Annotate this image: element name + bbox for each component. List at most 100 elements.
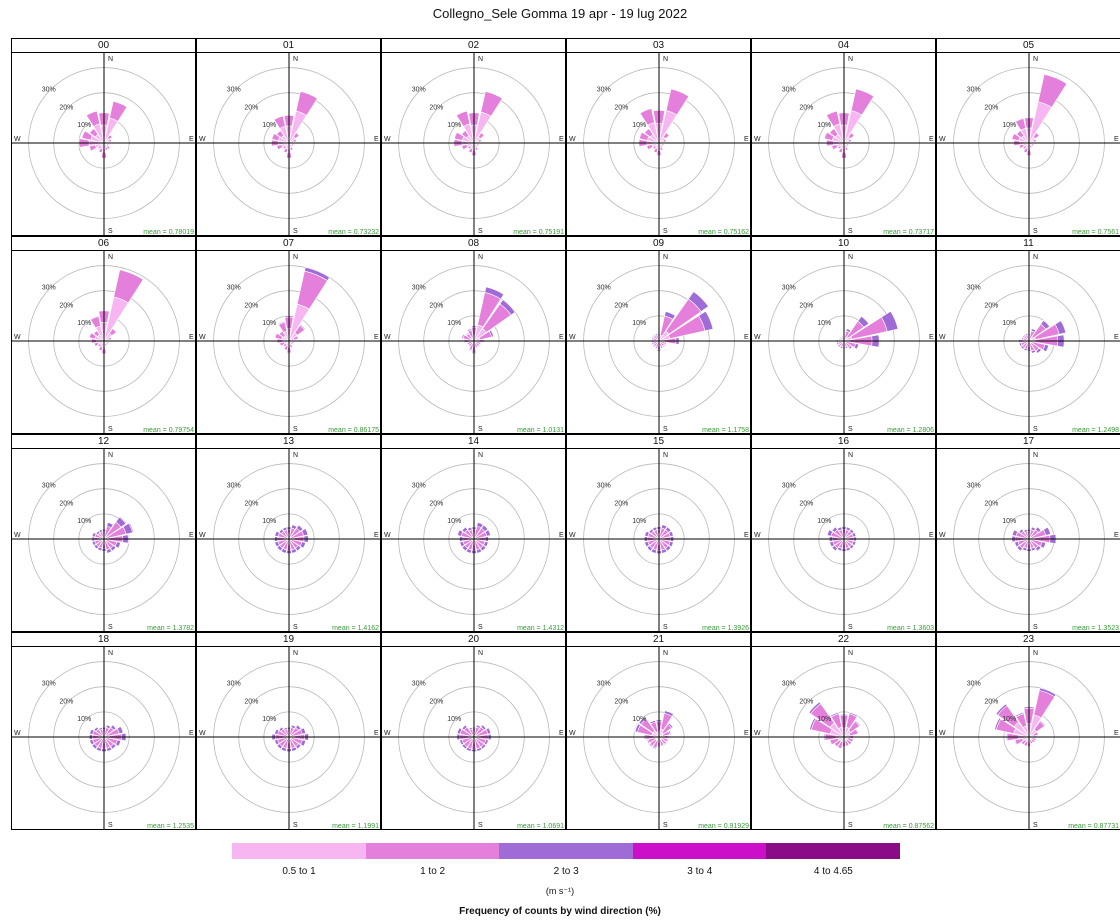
compass-label: S [1033, 426, 1038, 433]
rose-petal-segment [847, 132, 855, 140]
rose-petal-segment [281, 526, 287, 530]
rose-petal-segment [468, 726, 473, 730]
rose-petal-segment [654, 345, 658, 349]
legend-label: 0.5 to 1 [282, 866, 316, 877]
ring-label: 30% [412, 681, 426, 688]
rose-petal-segment [634, 723, 639, 733]
rose-petal-segment [297, 724, 302, 729]
rose-petal-segment [646, 144, 654, 151]
ring-label: 10% [817, 122, 831, 129]
compass-label: W [384, 532, 391, 539]
rose-petal-segment [1047, 526, 1052, 535]
rose-petal-segment [273, 739, 277, 746]
rose-petal-segment [654, 333, 658, 337]
ring-label: 20% [799, 302, 813, 309]
compass-label: N [478, 452, 483, 459]
ring-label: 20% [244, 104, 258, 111]
rose-petal-segment [499, 299, 516, 316]
rose-petal-segment [476, 724, 482, 728]
rose-petal-segment [120, 725, 124, 734]
rose-petal-segment [698, 310, 714, 332]
rose-petal-segment [477, 138, 482, 143]
rose-petal-segment [853, 541, 857, 547]
ring-label: 30% [42, 483, 56, 490]
rose-petal-segment [477, 521, 484, 526]
panel-hour-label: 10 [752, 237, 935, 251]
rose-petal-segment [298, 524, 304, 530]
compass-label: W [754, 136, 761, 143]
rose-petal-segment [468, 147, 474, 154]
ring-label: 30% [597, 681, 611, 688]
panel-hour-label: 01 [197, 39, 380, 53]
rose-petal-segment [465, 550, 472, 555]
rose-petal-segment [637, 715, 646, 724]
panel-hour-label: 02 [382, 39, 565, 53]
rose-petal-segment [836, 548, 842, 552]
ring-label: 10% [1002, 518, 1016, 525]
panel-hour-label: 20 [382, 633, 565, 647]
rose-petal-segment [1032, 740, 1036, 744]
rose-petal-segment [664, 742, 668, 746]
rose-petal-segment [304, 267, 330, 281]
rose-petal-segment [667, 526, 672, 531]
compass-label: E [744, 334, 749, 341]
compass-label: N [478, 650, 483, 657]
rose-petal-segment [847, 138, 852, 143]
rose-petal-segment [1013, 739, 1018, 746]
ring-label: 10% [262, 122, 276, 129]
mean-label: mean = 0.75191 [513, 229, 564, 236]
rose-petal-segment [659, 146, 664, 151]
ring-label: 30% [967, 285, 981, 292]
compass-label: N [478, 254, 483, 261]
rose-petal-segment [839, 345, 844, 349]
legend-swatch [365, 843, 500, 859]
rose-petal-segment [667, 547, 672, 552]
chart-title: Collegno_Sele Gomma 19 apr - 19 lug 2022 [432, 6, 688, 21]
compass-label: N [848, 254, 853, 261]
rose-petal-segment [280, 749, 287, 753]
ring-label: 30% [412, 87, 426, 94]
ring-label: 20% [429, 698, 443, 705]
rose-petal-segment [91, 745, 96, 750]
rose-petal-segment [271, 133, 281, 141]
ring-label: 20% [429, 104, 443, 111]
panel-hour-label: 22 [752, 633, 935, 647]
legend-units: (m s⁻¹) [545, 886, 575, 896]
compass-label: N [293, 254, 298, 261]
rose-petal-segment [850, 528, 855, 533]
rose-petal-segment [98, 147, 104, 154]
ring-label: 10% [77, 518, 91, 525]
ring-label: 30% [412, 483, 426, 490]
ring-label: 30% [597, 483, 611, 490]
rose-petal-segment [303, 727, 307, 734]
compass-label: S [478, 426, 483, 433]
rose-petal-segment [664, 311, 676, 320]
rose-petal-segment [1020, 345, 1025, 350]
panel-hour-label: 14 [382, 435, 565, 449]
rose-petal-segment [1022, 145, 1027, 150]
compass-label: W [939, 730, 946, 737]
rose-petal-segment [466, 526, 472, 530]
rose-petal-segment [1020, 742, 1024, 746]
ring-label: 30% [782, 483, 796, 490]
compass-label: E [744, 136, 749, 143]
rose-petal-segment [484, 286, 505, 300]
compass-label: E [929, 532, 934, 539]
panel-hour-label: 03 [567, 39, 750, 53]
mean-label: mean = 1.3523 [1072, 625, 1119, 632]
rose-petal-segment [1036, 731, 1040, 736]
rose-petal-segment [1037, 547, 1042, 552]
rose-petal-segment [857, 315, 870, 328]
mean-label: mean = 0.86175 [328, 427, 379, 434]
ring-label: 20% [614, 302, 628, 309]
rose-petal-segment [660, 744, 665, 748]
